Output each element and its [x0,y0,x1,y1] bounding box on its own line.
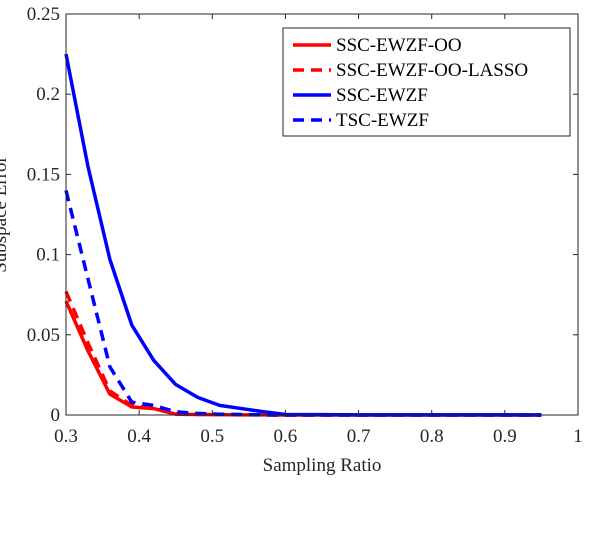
y-tick-label: 0 [51,405,61,426]
x-tick-label: 0.8 [420,426,444,447]
x-tick-label: 0.9 [493,426,517,447]
plot-frame [65,13,579,416]
series-line-4 [64,190,542,417]
y-tick-label: 0.25 [27,4,60,25]
legend-entry-label: SSC-EWZF-OO-LASSO [336,60,528,81]
y-tick-label: 0.1 [36,245,60,266]
y-axis-label: Subspace Error [0,156,11,273]
y-tick-label: 0.2 [36,84,60,105]
legend-entry-label: SSC-EWZF [336,85,428,106]
x-tick-label: 0.5 [200,426,224,447]
y-tick-label: 0.05 [27,325,60,346]
legend: SSC-EWZF-OO SSC-EWZF-OO-LASSO SSC-EWZF TSC-… [282,27,571,137]
tick-layer: 0.3 0.4 0.5 0.6 0.7 0.8 0.9 1 0 0.05 0.1 0.15 0.2 0.2… [27,4,583,447]
legend-entry-label: SSC-EWZF-OO [336,35,462,56]
legend-entry-label: TSC-EWZF [336,110,429,131]
x-tick-label: 0.4 [127,426,151,447]
y-tick-label: 0.15 [27,164,60,185]
series-line-2 [64,290,542,417]
x-axis-label: Sampling Ratio [263,455,382,476]
x-tick-label: 0.7 [347,426,371,447]
x-tick-label: 0.6 [274,426,298,447]
x-tick-label: 1 [573,426,583,447]
x-tick-label: 0.3 [54,426,78,447]
series-line-1 [64,300,542,417]
